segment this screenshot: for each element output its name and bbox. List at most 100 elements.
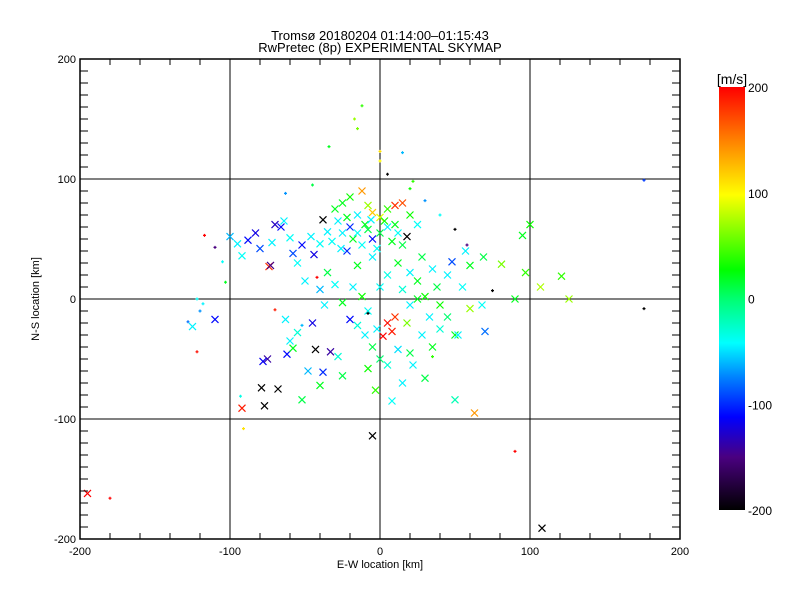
data-point-cross: [286, 233, 294, 242]
data-point-cross: [283, 350, 291, 359]
data-point-cross: [293, 259, 302, 267]
chart-subtitle: RwPretec (8p) EXPERIMENTAL SKYMAP: [258, 40, 501, 55]
data-point-cross: [368, 253, 377, 261]
data-point-cross: [338, 229, 347, 237]
chart-title: Tromsø 20180204 01:14:00–01:15:43: [271, 28, 489, 43]
data-point-cross: [238, 404, 246, 413]
data-point-cross: [358, 187, 366, 195]
data-point-cross: [323, 227, 332, 236]
data-point-cross: [406, 268, 414, 277]
data-point-plus: [491, 289, 494, 293]
data-point-plus: [411, 179, 415, 183]
data-point-cross: [323, 268, 332, 277]
data-point-cross: [497, 260, 506, 269]
data-point-cross: [383, 271, 392, 279]
data-point-cross: [368, 431, 377, 440]
data-point-cross: [257, 383, 266, 392]
data-point-cross: [451, 331, 459, 339]
data-point-cross: [353, 211, 362, 219]
data-point-cross: [289, 344, 297, 353]
data-point-cross: [364, 307, 372, 315]
data-point-cross: [448, 257, 456, 266]
data-point-plus: [195, 297, 199, 301]
data-point-cross: [383, 361, 392, 369]
data-point-cross: [376, 355, 384, 363]
data-point-cross: [398, 285, 407, 294]
data-point-cross: [557, 272, 566, 281]
data-point-cross: [301, 277, 309, 285]
data-point-plus: [431, 355, 434, 359]
data-point-cross: [391, 220, 399, 229]
data-point-cross: [538, 524, 546, 533]
y-tick-label: -200: [54, 534, 76, 546]
colorbar-tick-label: 200: [748, 81, 768, 95]
data-point-cross: [293, 328, 302, 337]
data-point-cross: [308, 319, 317, 327]
data-point-cross: [260, 401, 269, 410]
data-point-cross: [256, 244, 264, 253]
colorbar-tick-label: -200: [748, 504, 772, 518]
data-point-cross: [458, 283, 467, 291]
data-point-cross: [398, 379, 407, 387]
data-point-cross: [244, 236, 252, 245]
data-point-cross: [364, 201, 372, 210]
data-point-plus: [300, 323, 304, 327]
y-tick-label: -100: [54, 414, 76, 426]
data-point-cross: [364, 225, 372, 234]
data-point-cross: [334, 352, 342, 361]
data-point-cross: [211, 315, 219, 324]
data-point-cross: [286, 337, 294, 345]
y-tick-labels: 200 100 0 -100 -200: [54, 54, 76, 546]
data-point-cross: [413, 295, 422, 303]
data-point-cross: [343, 247, 351, 255]
data-point-cross: [346, 193, 354, 201]
data-point-cross: [436, 301, 444, 309]
colorbar-tick-label: 100: [748, 187, 768, 201]
data-point-cross: [466, 261, 474, 270]
data-point-plus: [195, 350, 199, 354]
data-point-cross: [358, 292, 366, 301]
data-point-cross: [413, 220, 422, 229]
axis-ticks: [79, 58, 681, 540]
data-point-plus: [386, 172, 389, 176]
data-point-cross: [518, 231, 527, 240]
data-point-cross: [398, 199, 407, 207]
data-point-cross: [251, 229, 260, 237]
data-point-plus: [401, 151, 404, 155]
colorbar-tick-label: 0: [748, 293, 755, 307]
data-point-cross: [436, 325, 444, 333]
data-point-cross: [266, 261, 275, 270]
data-point-cross: [461, 247, 470, 255]
data-point-cross: [466, 304, 474, 313]
data-point-cross: [289, 249, 297, 258]
data-point-cross: [380, 217, 389, 225]
data-point-cross: [479, 253, 488, 261]
data-point-cross: [371, 386, 380, 395]
data-point-cross: [281, 315, 290, 324]
data-point-plus: [224, 280, 227, 284]
data-point-cross: [391, 313, 399, 321]
data-point-cross: [334, 217, 342, 225]
data-point-cross: [454, 331, 462, 339]
data-point-cross: [478, 301, 486, 309]
data-point-cross: [428, 265, 437, 273]
data-point-plus: [360, 104, 364, 108]
data-point-cross: [310, 250, 318, 259]
data-point-plus: [356, 127, 359, 131]
data-point-cross: [364, 364, 372, 373]
data-point-cross: [383, 319, 392, 327]
data-point-cross: [394, 259, 402, 267]
data-point-cross: [367, 215, 375, 224]
data-point-cross: [361, 220, 369, 229]
data-point-cross: [373, 244, 381, 253]
data-point-plus: [353, 117, 356, 121]
data-point-cross: [406, 211, 414, 219]
data-point-cross: [319, 368, 327, 377]
data-point-cross: [391, 201, 399, 210]
data-point-cross: [316, 285, 324, 294]
data-point-cross: [403, 319, 411, 327]
data-point-cross: [274, 385, 282, 393]
x-tick-label: 200: [671, 546, 689, 558]
data-point-cross: [343, 213, 351, 222]
